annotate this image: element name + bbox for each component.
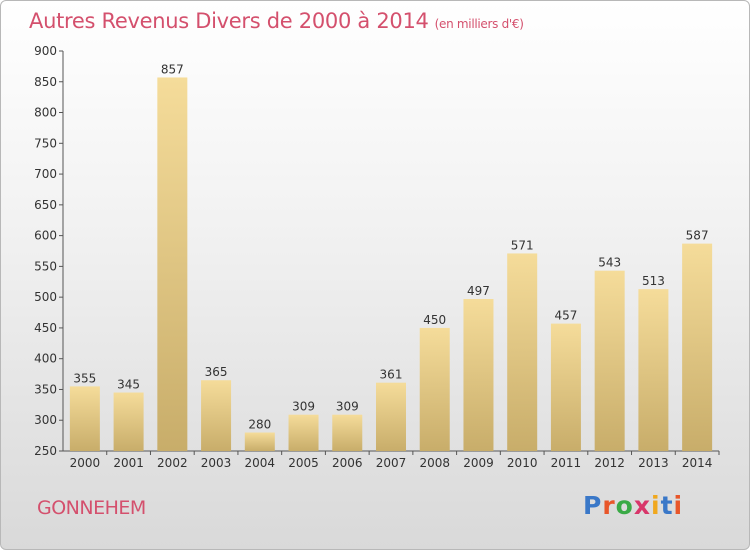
- bar-value-label: 361: [380, 368, 403, 382]
- logo-letter: x: [633, 491, 651, 520]
- chart-title: Autres Revenus Divers de 2000 à 2014 (en …: [29, 9, 524, 33]
- bar-value-label: 497: [467, 284, 490, 298]
- bar-value-label: 450: [423, 313, 446, 327]
- y-tick-label: 350: [34, 382, 57, 396]
- commune-name: GONNEHEM: [37, 497, 146, 519]
- logo-letter: r: [602, 491, 616, 520]
- bar: [463, 299, 494, 451]
- x-tick-label: 2004: [245, 456, 276, 470]
- bar: [507, 253, 538, 451]
- y-tick-label: 700: [34, 167, 57, 181]
- bar-value-label: 309: [336, 400, 359, 414]
- bar-value-label: 513: [642, 274, 665, 288]
- bar-value-label: 457: [554, 309, 577, 323]
- bar-value-label: 345: [117, 378, 140, 392]
- y-tick-label: 850: [34, 75, 57, 89]
- chart-title-text: Autres Revenus Divers de 2000 à 2014: [29, 9, 429, 33]
- proxiti-logo[interactable]: Proxiti: [583, 491, 683, 520]
- bar: [419, 327, 450, 451]
- y-tick-label: 750: [34, 136, 57, 150]
- bar-value-label: 365: [205, 365, 228, 379]
- chart-title-unit: (en milliers d'€): [434, 17, 524, 31]
- bar: [376, 382, 406, 451]
- x-tick-label: 2007: [376, 456, 407, 470]
- bar: [682, 243, 713, 451]
- bar: [201, 380, 232, 451]
- x-tick-label: 2002: [157, 456, 188, 470]
- logo-letter: i: [651, 491, 661, 520]
- bar: [550, 323, 581, 451]
- chart-bars: 355 345 857 365 280 309 309 361 450 497 571 457 543 5…: [69, 62, 713, 451]
- x-tick-label: 2010: [507, 456, 538, 470]
- x-tick-label: 2012: [594, 456, 625, 470]
- y-tick-label: 600: [34, 229, 57, 243]
- y-tick-label: 400: [34, 352, 57, 366]
- x-tick-label: 2014: [682, 456, 713, 470]
- bar: [638, 289, 669, 451]
- bar-value-label: 857: [161, 62, 184, 76]
- logo-letter: o: [615, 491, 634, 520]
- x-tick-label: 2011: [551, 456, 582, 470]
- logo-letter: i: [673, 491, 684, 520]
- bar-value-label: 571: [511, 238, 534, 252]
- bar: [332, 414, 363, 451]
- x-tick-label: 2009: [463, 456, 494, 470]
- y-tick-label: 500: [34, 290, 57, 304]
- x-tick-label: 2001: [113, 456, 144, 470]
- y-tick-label: 650: [34, 198, 57, 212]
- bar: [244, 432, 275, 451]
- bar: [69, 386, 100, 451]
- y-tick-label: 300: [34, 413, 57, 427]
- x-tick-label: 2003: [201, 456, 232, 470]
- x-tick-label: 2000: [70, 456, 101, 470]
- y-tick-label: 250: [34, 444, 57, 458]
- y-tick-label: 900: [34, 44, 57, 58]
- bar-value-label: 587: [686, 229, 709, 243]
- y-tick-label: 450: [34, 321, 57, 335]
- x-tick-label: 2006: [332, 456, 363, 470]
- y-tick-label: 550: [34, 259, 57, 273]
- x-tick-label: 2013: [638, 456, 669, 470]
- bar-value-label: 355: [73, 371, 96, 385]
- logo-letter: P: [583, 491, 603, 520]
- bar-value-label: 309: [292, 400, 315, 414]
- bar: [594, 270, 625, 451]
- x-tick-label: 2005: [288, 456, 319, 470]
- bar: [113, 392, 144, 451]
- bar-value-label: 280: [248, 418, 271, 432]
- x-tick-label: 2008: [419, 456, 450, 470]
- bar: [157, 77, 188, 451]
- logo-letter: t: [660, 491, 674, 520]
- y-tick-label: 800: [34, 106, 57, 120]
- chart-axes: 250 300 350 400 450 500 550 600 650 700 750 800 850 9…: [34, 44, 720, 470]
- bar-value-label: 543: [598, 256, 621, 270]
- bar: [288, 414, 319, 451]
